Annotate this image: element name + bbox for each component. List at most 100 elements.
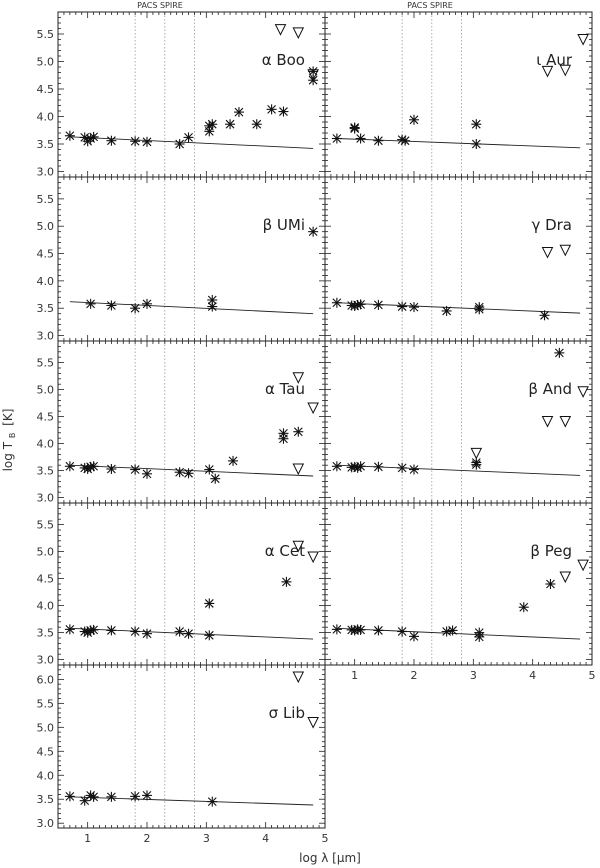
data-point xyxy=(88,461,99,472)
data-point xyxy=(204,464,215,475)
data-point xyxy=(400,135,411,146)
upper-limit-marker xyxy=(292,27,305,40)
upper-limit-marker xyxy=(559,571,572,584)
data-point xyxy=(174,626,185,637)
data-point xyxy=(331,461,342,472)
data-point xyxy=(373,461,384,472)
data-point xyxy=(204,598,215,609)
panel-title: ι Aur xyxy=(536,51,573,69)
upper-limit-marker xyxy=(292,540,305,553)
data-point xyxy=(204,630,215,641)
data-point xyxy=(130,626,141,637)
panel-3: 3.0 3.5 4.0 4.5 5.0 5.5 β UMi xyxy=(37,176,326,343)
data-point xyxy=(518,602,529,613)
y-axis-label-main: log T xyxy=(1,441,15,471)
data-point xyxy=(409,464,419,475)
data-point xyxy=(331,624,342,635)
upper-limit-marker xyxy=(292,463,305,476)
data-point xyxy=(308,66,319,77)
y-axis-label: log T B [K] xyxy=(1,409,17,472)
data-point xyxy=(142,628,152,639)
x-tick-label: 5 xyxy=(589,669,596,682)
data-point xyxy=(545,579,556,589)
y-tick-label: 3.5 xyxy=(37,465,55,478)
data-point xyxy=(130,136,141,147)
data-point xyxy=(373,625,384,636)
data-point xyxy=(355,133,366,144)
upper-limit-marker xyxy=(307,402,319,415)
data-point xyxy=(130,464,141,475)
data-point xyxy=(106,300,117,311)
x-tick-label: 3 xyxy=(203,832,210,845)
y-axis-label-unit: [K] xyxy=(1,409,15,426)
data-point xyxy=(207,295,218,305)
data-point xyxy=(554,347,565,358)
upper-limit-marker xyxy=(541,415,554,428)
data-point xyxy=(447,625,458,636)
y-tick-label: 3.5 xyxy=(37,138,55,151)
y-tick-label: 5.0 xyxy=(37,220,55,233)
upper-limit-marker xyxy=(307,717,319,729)
x-tick-label: 4 xyxy=(262,832,269,845)
upper-limit-marker xyxy=(577,34,589,46)
data-point xyxy=(130,791,141,802)
panels: 3.0 3.5 4.0 4.5 5.0 5.5 α Boo ι Aur 3.0 3.5 4.0 4.5… xyxy=(37,11,596,845)
panel-frame xyxy=(57,176,326,342)
data-point xyxy=(471,139,482,149)
panel-title: β And xyxy=(528,380,572,398)
data-point xyxy=(397,626,408,637)
y-tick-label: 3.0 xyxy=(37,492,55,505)
panel-title: β Peg xyxy=(530,542,572,560)
y-axis-label-subscript: B xyxy=(8,433,17,439)
data-point xyxy=(278,106,289,117)
data-point xyxy=(174,139,185,149)
data-point xyxy=(355,624,366,635)
x-axis-label: log λ [μm] xyxy=(299,851,361,865)
y-tick-label: 4.0 xyxy=(37,111,55,124)
panel-title: γ Dra xyxy=(531,216,572,234)
data-point xyxy=(106,791,117,802)
upper-limit-marker xyxy=(577,559,589,572)
data-point xyxy=(106,625,117,636)
upper-limit-marker xyxy=(577,386,589,398)
y-tick-label: 3.0 xyxy=(37,817,55,830)
data-point xyxy=(64,130,75,141)
panel-frame xyxy=(57,664,326,829)
upper-limit-marker xyxy=(307,551,319,564)
data-point xyxy=(409,114,419,125)
data-point xyxy=(64,461,75,472)
y-tick-label: 5.0 xyxy=(37,546,55,559)
x-tick-label: 2 xyxy=(144,832,151,845)
y-tick-label: 5.0 xyxy=(37,384,55,397)
upper-limit-marker xyxy=(559,244,572,257)
data-point xyxy=(225,119,236,130)
upper-limit-marker xyxy=(292,372,305,384)
data-point xyxy=(88,624,99,635)
data-point xyxy=(64,624,75,635)
panel-5: 3.0 3.5 4.0 4.5 5.0 5.5 α Tau xyxy=(37,340,326,505)
panel-title: σ Lib xyxy=(269,704,305,722)
panel-title: β UMi xyxy=(263,216,305,234)
data-point xyxy=(441,305,452,316)
data-point xyxy=(266,104,277,115)
data-point xyxy=(409,631,419,642)
y-tick-label: 5.5 xyxy=(37,357,55,370)
data-point xyxy=(210,473,221,484)
data-point xyxy=(233,107,244,118)
data-point xyxy=(471,457,482,468)
data-point xyxy=(64,791,75,802)
panel-frame xyxy=(57,340,326,504)
y-tick-label: 3.0 xyxy=(37,166,55,179)
data-point xyxy=(142,790,152,801)
model-line xyxy=(69,301,314,315)
panel-title: α Boo xyxy=(262,51,305,69)
data-point xyxy=(174,467,185,478)
data-point xyxy=(183,468,194,479)
model-line xyxy=(336,302,581,314)
data-point xyxy=(349,123,360,134)
panel-2: ι Aur xyxy=(324,11,593,178)
data-point xyxy=(85,298,96,309)
y-tick-label: 4.0 xyxy=(37,769,55,782)
y-tick-label: 5.0 xyxy=(37,56,55,69)
